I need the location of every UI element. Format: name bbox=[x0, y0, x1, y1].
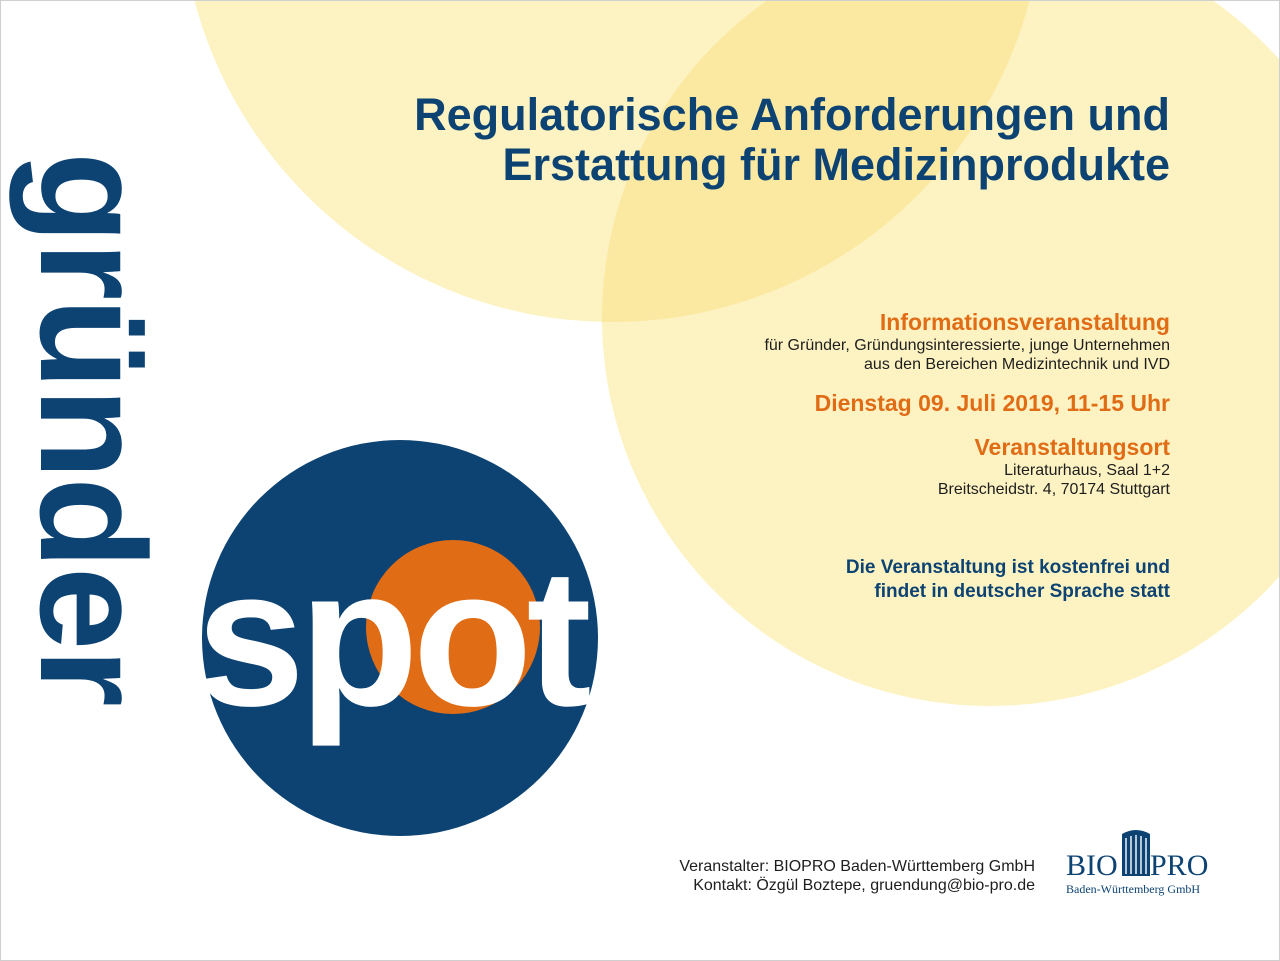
gruender-vertical-wordmark: gründer bbox=[9, 152, 177, 705]
event-date: Dienstag 09. Juli 2019, 11-15 Uhr bbox=[814, 390, 1170, 416]
biopro-logo: BIO PRO Baden-Württemberg GmbH bbox=[1062, 828, 1222, 900]
spot-wordmark: spot bbox=[196, 528, 592, 747]
title-line-1: Regulatorische Anforderungen und bbox=[414, 89, 1170, 140]
title-line-2: Erstattung für Medizinprodukte bbox=[502, 139, 1171, 190]
logo-text-pro: PRO bbox=[1150, 849, 1209, 882]
orange-circle bbox=[366, 540, 540, 714]
event-title: Regulatorische Anforderungen und Erstatt… bbox=[414, 90, 1170, 190]
biopro-logo-icon bbox=[1122, 830, 1150, 876]
note-block: Die Veranstaltung ist kostenfrei und fin… bbox=[846, 556, 1170, 604]
footer-block: Veranstalter: BIOPRO Baden-Württemberg G… bbox=[679, 857, 1035, 895]
venue-line-1: Literaturhaus, Saal 1+2 bbox=[1004, 462, 1170, 479]
logo-subtitle: Baden-Württemberg GmbH bbox=[1066, 882, 1201, 896]
note-line-2: findet in deutscher Sprache statt bbox=[874, 581, 1170, 602]
contact-line: Kontakt: Özgül Boztepe, gruendung@bio-pr… bbox=[693, 877, 1035, 894]
event-type-heading: Informationsveranstaltung bbox=[879, 309, 1170, 335]
organizer-line: Veranstalter: BIOPRO Baden-Württemberg G… bbox=[679, 858, 1035, 875]
venue-heading: Veranstaltungsort bbox=[974, 434, 1170, 460]
note-line-1: Die Veranstaltung ist kostenfrei und bbox=[845, 557, 1170, 578]
audience-line-2: aus den Bereichen Medizintechnik und IVD bbox=[864, 356, 1170, 373]
event-date-block: Dienstag 09. Juli 2019, 11-15 Uhr bbox=[815, 389, 1170, 417]
venue-block: Veranstaltungsort Literaturhaus, Saal 1+… bbox=[938, 433, 1170, 499]
event-type-block: Informationsveranstaltung für Gründer, G… bbox=[764, 308, 1170, 374]
venue-line-2: Breitscheidstr. 4, 70174 Stuttgart bbox=[937, 481, 1170, 498]
logo-text-bio: BIO bbox=[1066, 849, 1118, 882]
audience-line-1: für Gründer, Gründungsinteressierte, jun… bbox=[764, 337, 1170, 354]
